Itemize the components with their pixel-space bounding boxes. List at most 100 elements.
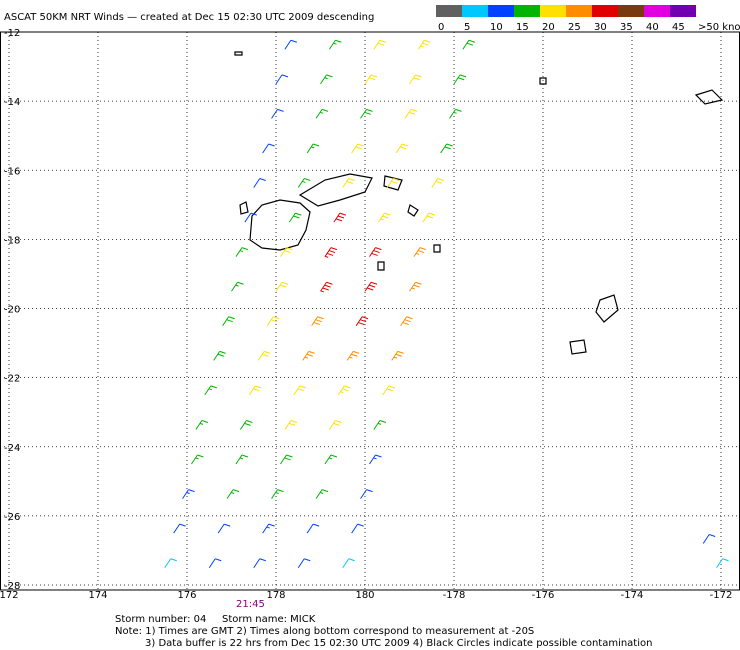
barb-stroke bbox=[248, 385, 262, 396]
color-label: 25 bbox=[568, 22, 581, 33]
barb-stroke bbox=[409, 74, 422, 85]
barb-stroke bbox=[222, 316, 235, 327]
barb-stroke bbox=[355, 316, 369, 327]
wind-barb bbox=[404, 108, 418, 119]
wind-barb bbox=[306, 523, 320, 534]
frame bbox=[0, 31, 740, 591]
wind-barb bbox=[213, 350, 226, 361]
color-label: 5 bbox=[464, 22, 470, 33]
wind-barb bbox=[320, 74, 333, 85]
wind-barb bbox=[449, 108, 462, 119]
storm-number: Storm number: 04 bbox=[115, 614, 206, 625]
barb-stroke bbox=[333, 212, 347, 223]
wind-barb bbox=[360, 489, 373, 499]
wind-barb bbox=[391, 350, 404, 361]
color-bar: 0 5 10 15 20 25 30 35 40 45 >50 knots bbox=[436, 5, 740, 33]
wind-barb bbox=[328, 419, 342, 430]
color-swatch bbox=[462, 5, 488, 17]
barb-stroke bbox=[231, 281, 244, 292]
lat-label: -18 bbox=[4, 235, 20, 246]
lat-label: -16 bbox=[4, 166, 20, 177]
color-label: 15 bbox=[516, 22, 529, 33]
barb-stroke bbox=[320, 74, 333, 85]
wind-barb bbox=[409, 74, 422, 85]
barb-stroke bbox=[346, 350, 360, 361]
barb-stroke bbox=[395, 143, 409, 154]
wind-barb bbox=[293, 385, 306, 396]
wind-barb bbox=[440, 143, 453, 154]
lon-label: 176 bbox=[177, 590, 196, 601]
wind-barb bbox=[222, 316, 235, 327]
barb-stroke bbox=[364, 74, 378, 85]
barb-stroke bbox=[280, 247, 293, 257]
barb-stroke bbox=[360, 489, 373, 499]
barb-stroke bbox=[369, 247, 382, 257]
wind-barb bbox=[324, 454, 338, 465]
wind-barb bbox=[239, 419, 253, 430]
barb-stroke bbox=[253, 558, 266, 568]
lon-label: 174 bbox=[88, 590, 107, 601]
wind-barb bbox=[409, 281, 422, 292]
lon-label: 172 bbox=[0, 590, 19, 601]
time-label: 21:45 bbox=[236, 599, 265, 610]
wind-barb bbox=[369, 247, 382, 257]
wind-barb bbox=[333, 212, 347, 223]
color-swatch bbox=[488, 5, 514, 17]
barb-stroke bbox=[235, 454, 249, 465]
note: Note: 1) Times are GMT 2) Times along bo… bbox=[115, 626, 534, 637]
barb-stroke bbox=[284, 39, 298, 50]
wind-barb bbox=[351, 523, 364, 534]
barb-stroke bbox=[271, 489, 284, 499]
barb-stroke bbox=[702, 534, 716, 544]
barb-stroke bbox=[208, 558, 222, 568]
wind-barb bbox=[204, 385, 217, 396]
wind-barb bbox=[271, 108, 284, 119]
barb-stroke bbox=[453, 74, 467, 85]
barb-stroke bbox=[288, 212, 302, 223]
lat-label: -24 bbox=[4, 443, 20, 454]
lon-label: -178 bbox=[443, 590, 466, 601]
barb-stroke bbox=[431, 178, 444, 188]
barb-stroke bbox=[293, 385, 306, 396]
wind-barb bbox=[262, 523, 275, 534]
color-swatch bbox=[514, 5, 540, 17]
color-label: 10 bbox=[490, 22, 503, 33]
barb-stroke bbox=[315, 108, 329, 119]
lon-label: 178 bbox=[266, 590, 285, 601]
wind-barb bbox=[226, 489, 240, 499]
wind-barb bbox=[262, 143, 275, 154]
wind-barb bbox=[235, 247, 249, 257]
barb-stroke bbox=[164, 558, 177, 568]
barb-stroke bbox=[337, 385, 351, 396]
barb-stroke bbox=[244, 212, 258, 223]
lat-label: -20 bbox=[4, 305, 20, 316]
barb-stroke bbox=[400, 316, 413, 327]
color-label: 0 bbox=[438, 22, 444, 33]
color-label: 20 bbox=[542, 22, 555, 33]
wind-barb bbox=[413, 247, 427, 257]
barb-stroke bbox=[275, 281, 289, 292]
lat-label: -22 bbox=[4, 374, 20, 385]
wind-barb bbox=[231, 281, 244, 292]
note: 3) Data buffer is 22 hrs from Dec 15 02:… bbox=[145, 638, 652, 649]
barb-stroke bbox=[217, 523, 231, 534]
wind-barb bbox=[182, 489, 195, 499]
barb-stroke bbox=[328, 419, 342, 430]
barb-stroke bbox=[262, 143, 275, 154]
barb-stroke bbox=[342, 558, 355, 568]
barb-stroke bbox=[462, 39, 476, 50]
barb-stroke bbox=[409, 281, 422, 292]
lon-label: -174 bbox=[621, 590, 644, 601]
barb-stroke bbox=[320, 281, 333, 293]
barb-stroke bbox=[266, 316, 280, 327]
barb-stroke bbox=[328, 39, 342, 50]
barb-stroke bbox=[386, 178, 400, 188]
wind-barb bbox=[253, 558, 266, 568]
wind-barb bbox=[306, 143, 320, 154]
wind-barb bbox=[297, 178, 311, 188]
barb-stroke bbox=[315, 489, 329, 499]
color-label: 40 bbox=[646, 22, 659, 33]
wind-barb bbox=[275, 74, 289, 85]
wind-barb bbox=[400, 316, 413, 327]
barb-stroke bbox=[253, 178, 266, 188]
